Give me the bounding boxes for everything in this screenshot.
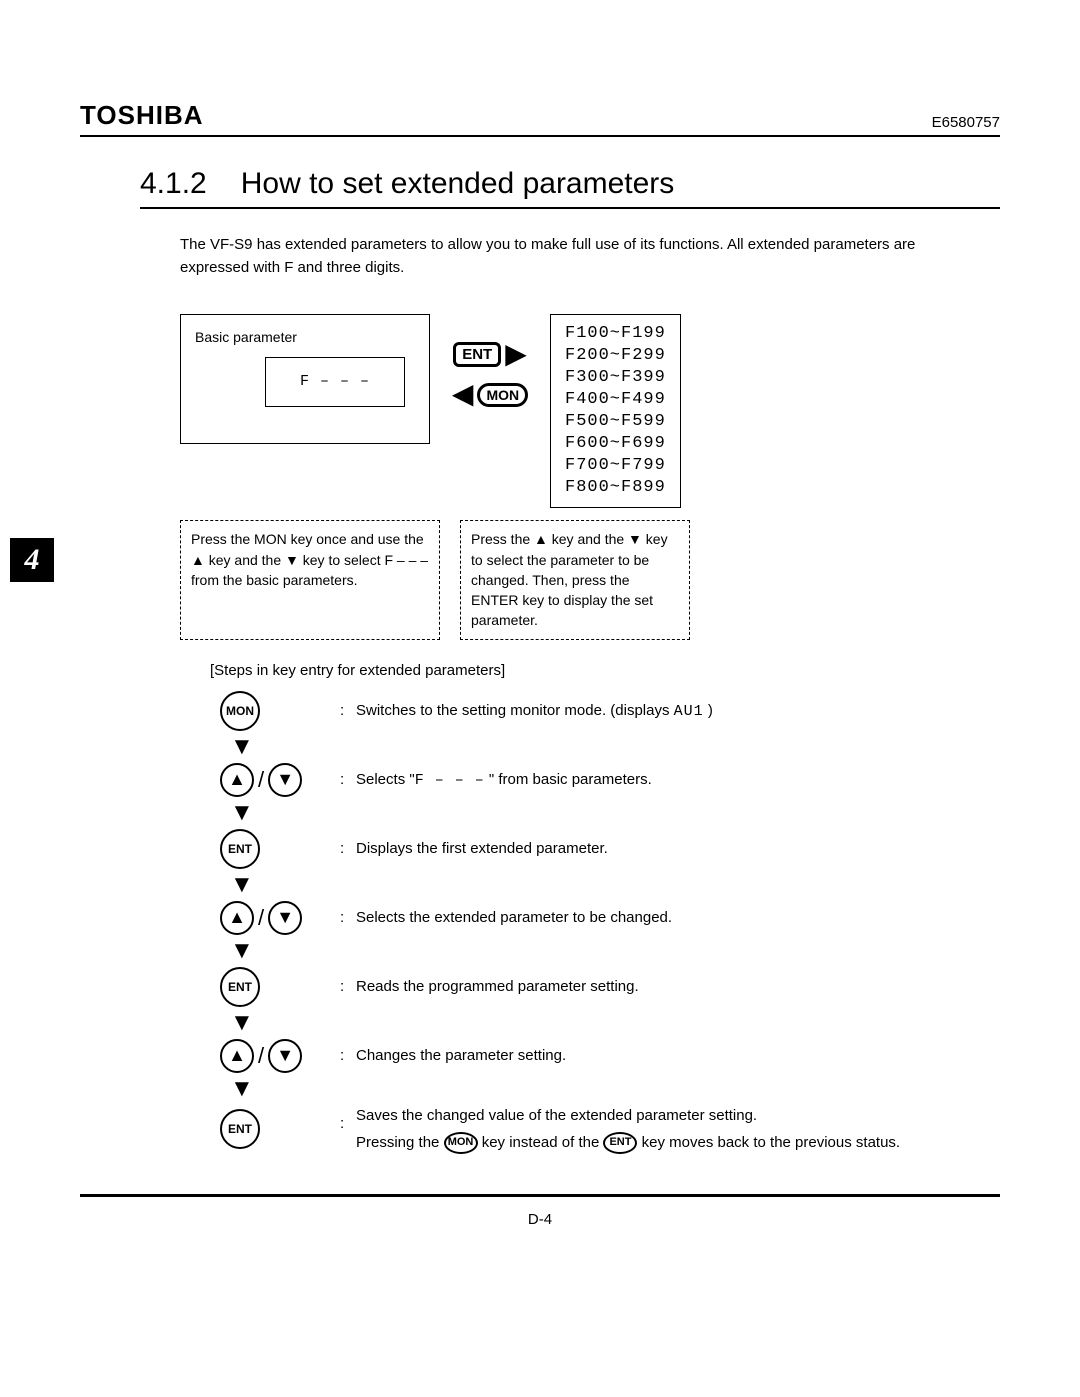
step-desc: Reads the programmed parameter setting. — [356, 976, 639, 997]
step-row: ENT : Displays the first extended parame… — [220, 829, 1000, 869]
seg-text: F – – – — [415, 772, 485, 789]
step-desc: Saves the changed value of the extended … — [356, 1105, 900, 1154]
basic-parameter-box: Basic parameter F – – – — [180, 314, 430, 444]
document-number: E6580757 — [932, 114, 1000, 131]
step-desc: Selects "F – – – " from basic parameters… — [356, 769, 652, 791]
down-arrow-icon: ▼ — [230, 875, 254, 894]
step-row: MON : Switches to the setting monitor mo… — [220, 691, 1000, 731]
down-arrow-icon: ▼ — [230, 803, 254, 822]
intro-paragraph: The VF-S9 has extended parameters to all… — [180, 233, 980, 280]
ent-key-icon: ENT — [220, 829, 260, 869]
arrow-left-icon: ◀ — [452, 386, 474, 403]
range-line: F800~F899 — [565, 477, 666, 499]
range-line: F600~F699 — [565, 433, 666, 455]
mon-button-icon: MON — [477, 383, 528, 407]
section-title: How to set extended parameters — [241, 167, 675, 201]
basic-display-box: F – – – — [265, 357, 405, 407]
mon-key-inline-icon: MON — [444, 1132, 478, 1154]
down-arrow-icon: ▼ — [230, 737, 254, 756]
chapter-tab: 4 — [10, 538, 54, 582]
nav-buttons-column: ENT ▶ ◀ MON — [430, 314, 550, 423]
step-row: ENT : Saves the changed value of the ext… — [220, 1105, 1000, 1154]
page-header: TOSHIBA E6580757 — [80, 100, 1000, 137]
ent-button-icon: ENT — [453, 342, 501, 367]
step-row: ▲ / ▼ : Selects "F – – – " from basic pa… — [220, 763, 1000, 797]
range-line: F200~F299 — [565, 345, 666, 367]
arrow-right-icon: ▶ — [505, 346, 527, 363]
range-line: F100~F199 — [565, 323, 666, 345]
step-row: ▲ / ▼ : Changes the parameter setting. — [220, 1039, 1000, 1073]
note-left: Press the MON key once and use the ▲ key… — [180, 520, 440, 639]
down-key-icon: ▼ — [268, 1039, 302, 1073]
colon: : — [340, 702, 356, 719]
mon-key-icon: MON — [220, 691, 260, 731]
step-desc: Displays the first extended parameter. — [356, 838, 608, 859]
up-key-icon: ▲ — [220, 1039, 254, 1073]
ent-key-icon: ENT — [220, 1109, 260, 1149]
section-heading: 4.1.2 How to set extended parameters — [140, 167, 1000, 209]
step-desc: Changes the parameter setting. — [356, 1045, 566, 1066]
step-desc: Selects the extended parameter to be cha… — [356, 907, 672, 928]
ent-key-inline-icon: ENT — [603, 1132, 637, 1154]
brand-logo: TOSHIBA — [80, 100, 204, 131]
diagram-area: Basic parameter F – – – ENT ▶ ◀ MON F100… — [180, 314, 1000, 640]
down-key-icon: ▼ — [268, 901, 302, 935]
step-row: ENT : Reads the programmed parameter set… — [220, 967, 1000, 1007]
steps-list: MON : Switches to the setting monitor mo… — [220, 691, 1000, 1154]
step-desc: Switches to the setting monitor mode. (d… — [356, 700, 713, 722]
footer-rule — [80, 1194, 1000, 1197]
seg-text: AU1 — [674, 703, 704, 720]
ent-key-icon: ENT — [220, 967, 260, 1007]
range-line: F400~F499 — [565, 389, 666, 411]
note-right: Press the ▲ key and the ▼ key to select … — [460, 520, 690, 639]
down-key-icon: ▼ — [268, 763, 302, 797]
up-key-icon: ▲ — [220, 763, 254, 797]
steps-title: [Steps in key entry for extended paramet… — [210, 662, 1000, 679]
range-line: F300~F399 — [565, 367, 666, 389]
range-line: F500~F599 — [565, 411, 666, 433]
slash-icon: / — [258, 767, 264, 793]
basic-parameter-label: Basic parameter — [195, 329, 297, 345]
up-key-icon: ▲ — [220, 901, 254, 935]
range-line: F700~F799 — [565, 455, 666, 477]
basic-display-value: F – – – — [300, 373, 370, 390]
down-arrow-icon: ▼ — [230, 1013, 254, 1032]
down-arrow-icon: ▼ — [230, 1079, 254, 1098]
down-arrow-icon: ▼ — [230, 941, 254, 960]
step-row: ▲ / ▼ : Selects the extended parameter t… — [220, 901, 1000, 935]
page-number: D-4 — [80, 1211, 1000, 1228]
section-number: 4.1.2 — [140, 167, 207, 201]
parameter-range-box: F100~F199 F200~F299 F300~F399 F400~F499 … — [550, 314, 681, 509]
